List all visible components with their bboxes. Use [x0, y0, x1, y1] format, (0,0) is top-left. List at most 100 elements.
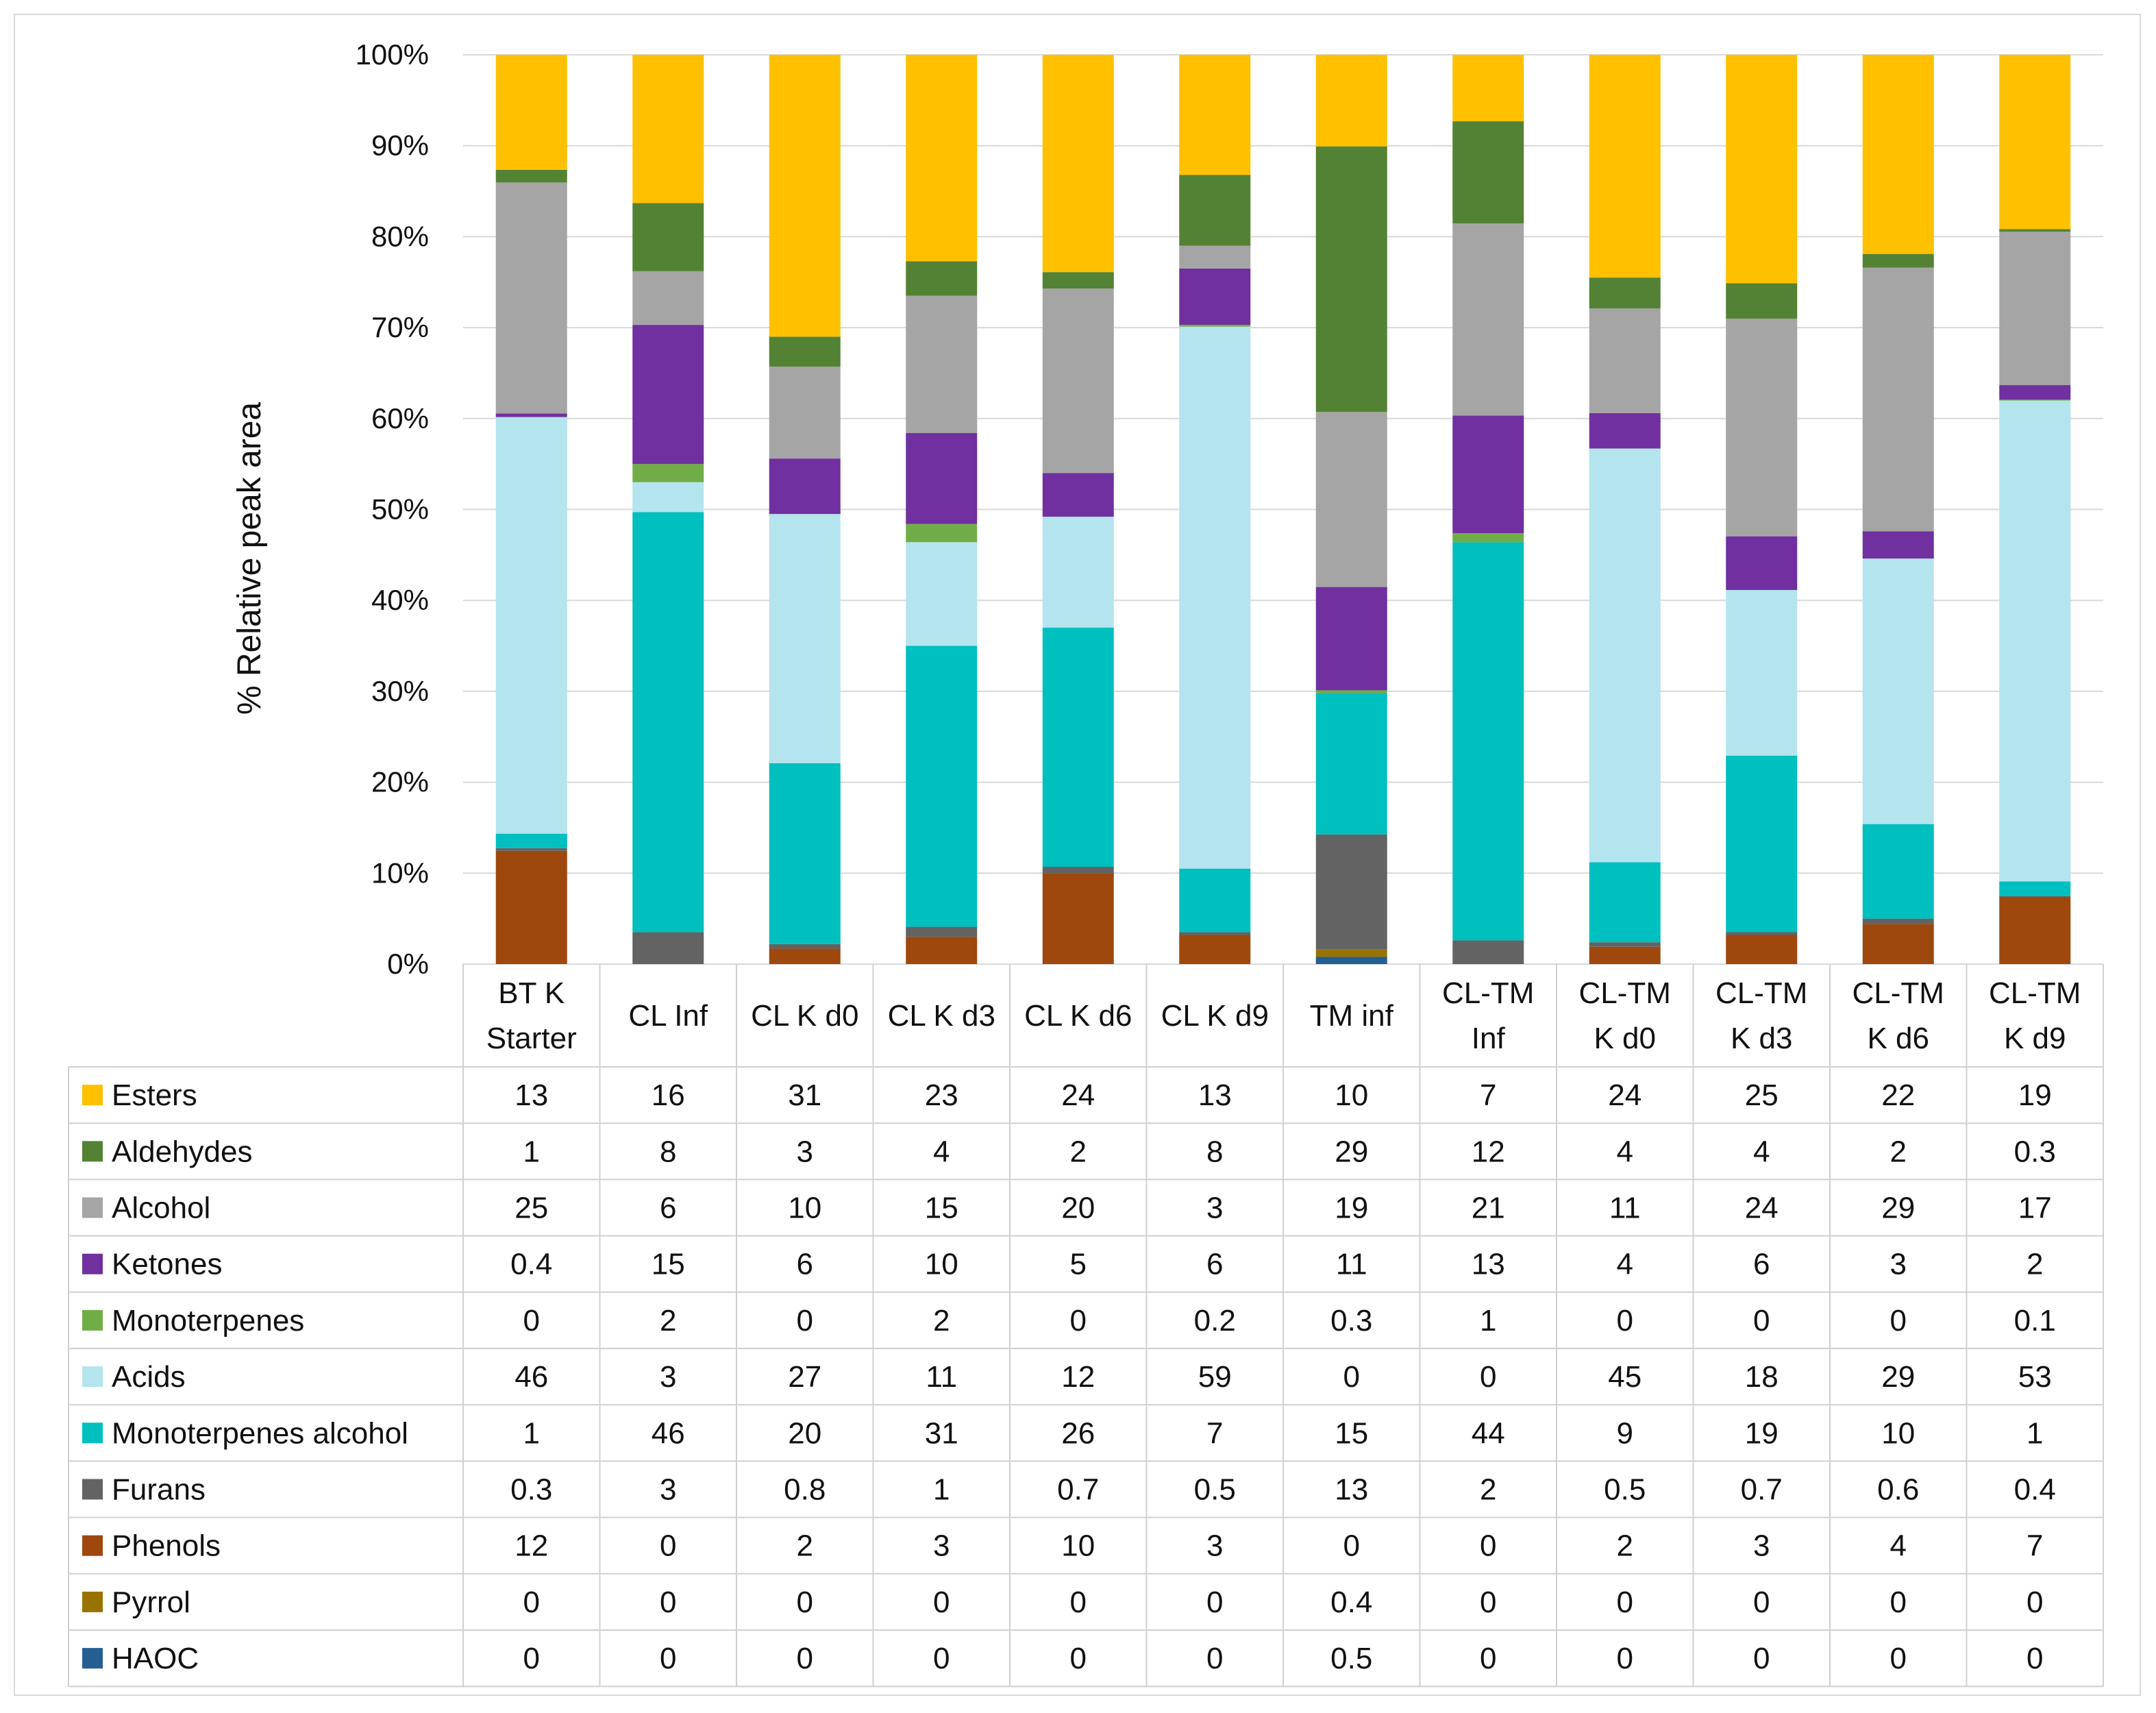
bar-segment-monoterpenes-alcohol [1179, 868, 1251, 933]
bar-segment-ketones [1589, 412, 1661, 449]
table-cell: 2 [933, 1304, 950, 1338]
table-cell: 6 [1753, 1248, 1770, 1281]
table-cell: 1 [2027, 1416, 2043, 1450]
table-cell: 4 [1890, 1529, 1907, 1563]
bar-segment-acids [906, 542, 978, 646]
bar-segment-ketones [769, 458, 841, 515]
table-cell: 3 [797, 1135, 813, 1168]
table-cell: 7 [1480, 1079, 1496, 1112]
category-label: BT K [498, 976, 565, 1010]
table-cell: 3 [660, 1473, 676, 1507]
table-cell: 0 [797, 1642, 813, 1675]
bar-segment-acids [1179, 326, 1251, 869]
table-cell: 0 [1890, 1586, 1907, 1619]
legend-label-phenols: Phenols [112, 1529, 221, 1563]
bar-segment-acids [1589, 448, 1661, 863]
table-cell: 4 [933, 1135, 950, 1168]
bar-segment-esters [1042, 55, 1114, 273]
table-cell: 0 [1343, 1529, 1360, 1563]
y-tick-label: 60% [371, 402, 429, 434]
table-cell: 0 [1070, 1642, 1087, 1675]
table-cell: 3 [933, 1529, 950, 1563]
bars [495, 55, 2071, 964]
bar-segment-phenols [1042, 873, 1114, 964]
table-cell: 27 [788, 1360, 821, 1394]
table-cell: 0 [660, 1529, 676, 1563]
table-cell: 0 [1617, 1642, 1633, 1675]
bar-segment-monoterpenes-alcohol [632, 512, 704, 933]
bar-segment-acids [1999, 400, 2071, 882]
bar-segment-aldehydes [1589, 278, 1661, 309]
bar-segment-haoc [1315, 957, 1387, 964]
bar-segment-monoterpenes-alcohol [906, 645, 978, 927]
legend-label-esters: Esters [112, 1079, 197, 1112]
bar-segment-aldehydes [1862, 254, 1934, 268]
bar-segment-esters [906, 55, 978, 262]
table-cell: 17 [2018, 1192, 2052, 1225]
legend-swatch-aldehydes [82, 1141, 103, 1162]
table-cell: 0.3 [2014, 1135, 2056, 1168]
table-cell: 0.4 [2014, 1473, 2056, 1507]
bar-segment-acids [632, 482, 704, 513]
table-cell: 9 [1617, 1416, 1633, 1450]
table-cell: 10 [925, 1248, 958, 1281]
bar-segment-esters [632, 55, 704, 204]
bar-segment-phenols [1999, 896, 2071, 964]
table-cell: 0 [523, 1642, 540, 1675]
table-cell: 0.4 [1330, 1586, 1372, 1619]
bar-segment-monoterpenes-alcohol [1999, 881, 2071, 896]
bar-segment-ketones [1726, 536, 1798, 591]
bar-segment-phenols [1862, 924, 1934, 964]
table-cell: 0 [1206, 1586, 1223, 1619]
table-cell: 16 [652, 1079, 685, 1112]
legend-label-aldehydes: Aldehydes [112, 1135, 252, 1168]
table-cell: 1 [523, 1135, 540, 1168]
legend-swatch-phenols [82, 1535, 103, 1556]
table-cell: 11 [1336, 1248, 1367, 1281]
bar-segment-alcohol [1589, 308, 1661, 413]
category-label: K d3 [1731, 1022, 1793, 1055]
category-label: CL-TM [1989, 976, 2081, 1010]
bar-segment-monoterpenes [1315, 690, 1387, 693]
table-cell: 0.6 [1877, 1473, 1919, 1507]
legend-swatch-acids [82, 1366, 103, 1388]
table-cell: 2 [1617, 1529, 1633, 1563]
table-cell: 0.7 [1057, 1473, 1099, 1507]
table-cell: 24 [1608, 1079, 1641, 1112]
table-cell: 44 [1472, 1416, 1505, 1450]
table-cell: 3 [1206, 1192, 1223, 1225]
table-cell: 10 [1061, 1529, 1095, 1563]
table-cell: 13 [1472, 1248, 1505, 1281]
table-cell: 19 [1335, 1192, 1368, 1225]
table-cell: 0 [1070, 1586, 1087, 1619]
table-cell: 53 [2018, 1360, 2052, 1394]
bar-segment-aldehydes [1726, 283, 1798, 319]
bar-segment-monoterpenes [1452, 533, 1524, 543]
table-cell: 0 [1617, 1586, 1633, 1619]
bar-segment-ketones [1862, 531, 1934, 559]
table-cell: 4 [1617, 1248, 1633, 1281]
bar-segment-acids [1726, 590, 1798, 756]
table-cell: 1 [1480, 1304, 1496, 1338]
bar-segment-esters [1589, 55, 1661, 278]
bar-segment-esters [1179, 55, 1251, 175]
bar-segment-phenols [495, 850, 567, 964]
table-cell: 0.8 [784, 1473, 826, 1507]
table-cell: 0 [797, 1586, 813, 1619]
data-table: BT K Starter CL Inf CL K d0 CL K d3 CL K d6 CL… [68, 964, 2104, 1688]
y-axis: 0% 10% 20% 30% 40% 50% 60% 70% 80% 90% 100% [356, 38, 429, 980]
category-label: CL K d0 [751, 999, 858, 1033]
legend-label-furans: Furans [112, 1473, 206, 1507]
bar-segment-ketones [495, 413, 567, 417]
bar-segment-phenols [1589, 946, 1661, 964]
table-cell: 3 [1206, 1529, 1223, 1563]
bar-segment-alcohol [1315, 412, 1387, 587]
table-cell: 1 [933, 1473, 950, 1507]
bar-segment-monoterpenes-alcohol [769, 763, 841, 944]
table-cell: 20 [1061, 1192, 1095, 1225]
bar-segment-monoterpenes-alcohol [1042, 628, 1114, 867]
category-label: K d9 [2004, 1022, 2066, 1055]
bar-segment-phenols [1726, 935, 1798, 964]
bar-segment-monoterpenes-alcohol [495, 833, 567, 848]
bar-segment-acids [1042, 517, 1114, 628]
